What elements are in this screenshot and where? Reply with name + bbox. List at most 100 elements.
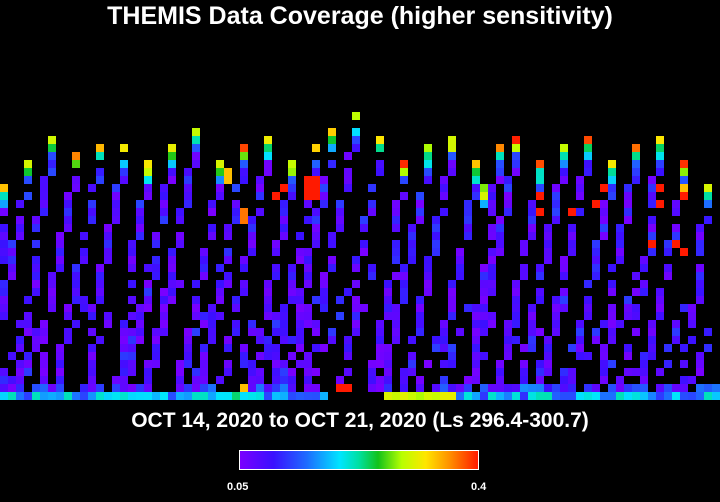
coverage-cell: [664, 392, 672, 400]
coverage-cell: [208, 336, 216, 344]
coverage-cell: [624, 296, 632, 304]
coverage-cell: [184, 384, 192, 392]
coverage-cell: [320, 176, 328, 184]
coverage-cell: [144, 392, 152, 400]
coverage-cell: [552, 192, 560, 200]
coverage-cell: [72, 152, 80, 160]
coverage-cell: [304, 384, 312, 392]
coverage-cell: [544, 240, 552, 248]
coverage-cell: [224, 248, 232, 256]
coverage-cell: [24, 328, 32, 336]
colorbar-max-label: 0.4: [471, 481, 487, 493]
coverage-cell: [256, 368, 264, 376]
coverage-cell: [104, 392, 112, 400]
coverage-cell: [648, 216, 656, 224]
coverage-cell: [200, 384, 208, 392]
coverage-cell: [696, 248, 704, 256]
coverage-cell: [144, 184, 152, 192]
coverage-cell: [208, 200, 216, 208]
coverage-cell: [120, 336, 128, 344]
coverage-cell: [0, 392, 8, 400]
coverage-cell: [280, 368, 288, 376]
coverage-cell: [16, 232, 24, 240]
coverage-cell: [176, 280, 184, 288]
coverage-cell: [512, 392, 520, 400]
coverage-cell: [304, 376, 312, 384]
coverage-cell: [240, 344, 248, 352]
coverage-cell: [648, 352, 656, 360]
coverage-cell: [224, 176, 232, 184]
coverage-cell: [248, 392, 256, 400]
coverage-cell: [96, 296, 104, 304]
coverage-cell: [144, 264, 152, 272]
coverage-cell: [624, 392, 632, 400]
coverage-cell: [520, 264, 528, 272]
coverage-cell: [0, 240, 8, 248]
coverage-cell: [464, 232, 472, 240]
coverage-cell: [200, 392, 208, 400]
coverage-cell: [584, 152, 592, 160]
coverage-cell: [536, 288, 544, 296]
coverage-cell: [544, 256, 552, 264]
coverage-cell: [696, 232, 704, 240]
coverage-cell: [560, 264, 568, 272]
coverage-cell: [472, 352, 480, 360]
coverage-cell: [32, 224, 40, 232]
coverage-cell: [704, 384, 712, 392]
coverage-cell: [472, 392, 480, 400]
coverage-cell: [528, 224, 536, 232]
coverage-cell: [584, 352, 592, 360]
coverage-cell: [232, 320, 240, 328]
coverage-cell: [32, 344, 40, 352]
coverage-cell: [552, 392, 560, 400]
coverage-cell: [680, 192, 688, 200]
coverage-cell: [488, 232, 496, 240]
coverage-cell: [112, 192, 120, 200]
coverage-cell: [424, 280, 432, 288]
coverage-cell: [648, 240, 656, 248]
coverage-cell: [384, 288, 392, 296]
coverage-cell: [648, 328, 656, 336]
coverage-cell: [24, 192, 32, 200]
coverage-cell: [400, 168, 408, 176]
coverage-cell: [496, 224, 504, 232]
coverage-cell: [608, 160, 616, 168]
coverage-cell: [168, 168, 176, 176]
coverage-cell: [216, 176, 224, 184]
coverage-cell: [448, 280, 456, 288]
coverage-cell: [368, 264, 376, 272]
coverage-cell: [464, 392, 472, 400]
coverage-cell: [656, 312, 664, 320]
coverage-cell: [312, 232, 320, 240]
coverage-cell: [264, 392, 272, 400]
coverage-cell: [456, 272, 464, 280]
coverage-cell: [552, 216, 560, 224]
coverage-cell: [304, 392, 312, 400]
coverage-cell: [568, 208, 576, 216]
coverage-cell: [104, 320, 112, 328]
coverage-cell: [192, 304, 200, 312]
coverage-cell: [376, 360, 384, 368]
coverage-cell: [24, 168, 32, 176]
coverage-cell: [472, 360, 480, 368]
coverage-cell: [96, 336, 104, 344]
coverage-cell: [704, 216, 712, 224]
coverage-cell: [264, 344, 272, 352]
coverage-cell: [424, 392, 432, 400]
coverage-cell: [600, 360, 608, 368]
coverage-cell: [536, 176, 544, 184]
coverage-cell: [512, 280, 520, 288]
coverage-cell: [448, 352, 456, 360]
coverage-cell: [168, 160, 176, 168]
coverage-heatmap: [0, 112, 720, 400]
coverage-cell: [608, 384, 616, 392]
coverage-cell: [496, 144, 504, 152]
colorbar-min-label: 0.05: [227, 481, 249, 493]
coverage-cell: [320, 184, 328, 192]
coverage-cell: [376, 344, 384, 352]
coverage-cell: [512, 320, 520, 328]
coverage-cell: [176, 216, 184, 224]
coverage-cell: [8, 272, 16, 280]
coverage-cell: [96, 272, 104, 280]
coverage-cell: [240, 216, 248, 224]
